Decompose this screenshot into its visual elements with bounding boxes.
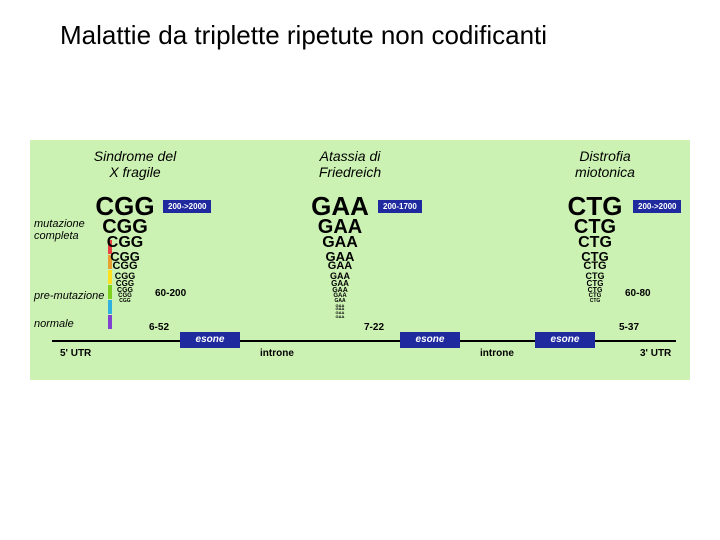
range-pre-2: 60-80	[625, 288, 651, 299]
repeat-text: CGG	[95, 195, 154, 218]
scale-bar-5	[108, 315, 112, 329]
range-normal-1: 7-22	[364, 322, 384, 333]
repeat-text: CGG	[119, 299, 130, 304]
range-full-1: 200-1700	[378, 200, 422, 213]
repeat-stack-1: GAAGAAGAAGAAGAAGAAGAAGAAGAAGAAGAAGAAGAAG…	[300, 195, 380, 318]
repeat-text: CTG	[590, 299, 601, 304]
exon-1: esone	[180, 332, 240, 348]
range-full-2: 200->2000	[633, 200, 681, 213]
disease-label-2: Distrofia miotonica	[550, 148, 660, 180]
label-intron-2: introne	[480, 348, 514, 359]
repeat-text: GAA	[311, 195, 369, 218]
label-3utr: 3' UTR	[640, 348, 671, 359]
exon-2: esone	[400, 332, 460, 348]
range-full-0: 200->2000	[163, 200, 211, 213]
repeat-text: CTG	[568, 195, 623, 218]
repeat-stack-0: CGGCGGCGGCGGCGGCGGCGGCGGCGGCGG	[85, 195, 165, 304]
label-5utr: 5' UTR	[60, 348, 91, 359]
repeat-text: GAA	[336, 315, 345, 319]
exon-3: esone	[535, 332, 595, 348]
range-normal-0: 6-52	[149, 322, 169, 333]
page-title: Malattie da triplette ripetute non codif…	[60, 20, 547, 51]
label-intron-1: introne	[260, 348, 294, 359]
disease-label-1: Atassia di Friedreich	[295, 148, 405, 180]
diagram-panel: Sindrome del X fragile Atassia di Friedre…	[30, 140, 690, 380]
repeat-stack-2: CTGCTGCTGCTGCTGCTGCTGCTGCTGCTG	[555, 195, 635, 304]
disease-label-0: Sindrome del X fragile	[80, 148, 190, 180]
range-normal-2: 5-37	[619, 322, 639, 333]
label-normale: normale	[34, 318, 74, 330]
range-pre-0: 60-200	[155, 288, 186, 299]
